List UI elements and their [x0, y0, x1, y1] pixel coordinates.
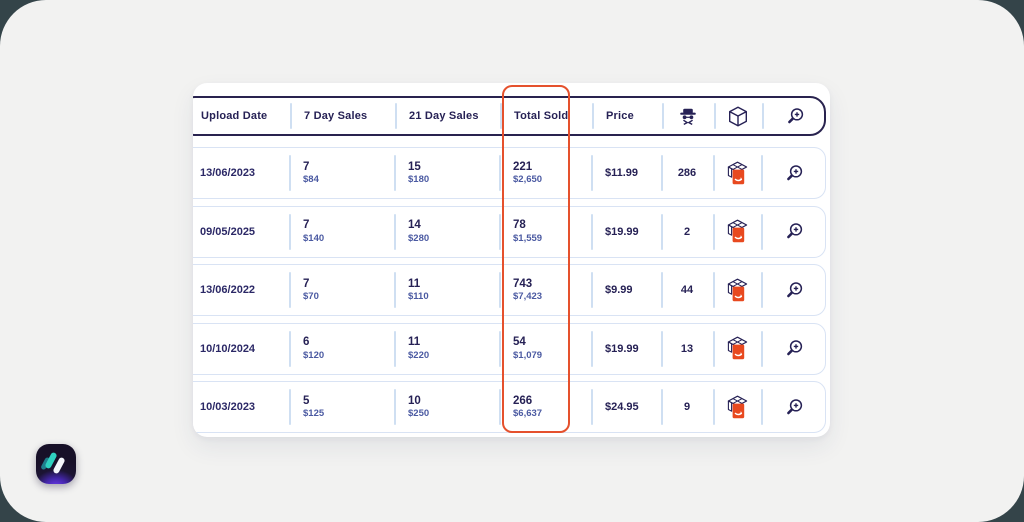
twenty-one-day-sales-count: 15 — [408, 160, 421, 173]
twenty-one-day-sales-revenue: $180 — [408, 174, 430, 186]
stock-count-cell: 44 — [680, 284, 694, 296]
column-header-21-day-sales: 21 Day Sales — [409, 110, 479, 122]
seven-day-sales-count: 5 — [303, 394, 310, 407]
price-cell: $11.99 — [605, 167, 639, 179]
twenty-one-day-sales-revenue: $220 — [408, 349, 430, 361]
table-row: 13/06/2022 7 $70 11 $110 743 $7,423 $9.9… — [193, 264, 826, 316]
zoom-in-icon[interactable] — [785, 339, 804, 358]
total-sold-revenue: $7,423 — [513, 291, 543, 303]
total-sold-revenue: $1,559 — [513, 232, 543, 244]
seven-day-sales-revenue: $125 — [303, 408, 325, 420]
twenty-one-day-sales-count: 11 — [408, 277, 421, 290]
column-header-7-day-sales: 7 Day Sales — [304, 110, 368, 122]
seven-day-sales-count: 7 — [303, 160, 310, 173]
column-header-total-sold: Total Sold — [514, 110, 569, 122]
seven-day-sales-count: 6 — [303, 336, 310, 349]
stock-count-cell: 286 — [677, 167, 697, 179]
twenty-one-day-sales-count: 11 — [408, 336, 421, 349]
table-rows: 13/06/2023 7 $84 15 $180 221 $2,650 $11.… — [193, 147, 830, 433]
price-cell: $19.99 — [605, 225, 639, 238]
amazon-box-icon[interactable] — [726, 219, 749, 244]
products-table-card: Upload Date 7 Day Sales 21 Day Sales Tot… — [193, 83, 830, 437]
column-header-price: Price — [606, 110, 634, 122]
upload-date-cell: 13/06/2023 — [200, 167, 256, 179]
total-sold-count: 78 — [513, 219, 526, 232]
total-sold-revenue: $1,079 — [513, 349, 543, 361]
price-cell: $9.99 — [605, 284, 633, 296]
upload-date-cell: 10/03/2023 — [200, 401, 256, 413]
total-sold-count: 743 — [513, 277, 533, 290]
total-sold-count: 54 — [513, 336, 526, 349]
stock-count-cell: 2 — [683, 225, 691, 238]
upload-date-cell: 09/05/2025 — [200, 225, 256, 238]
cube-icon — [728, 106, 748, 127]
price-cell: $24.95 — [605, 401, 639, 413]
table-row: 10/10/2024 6 $120 11 $220 54 $1,079 $19.… — [193, 322, 826, 375]
seven-day-sales-revenue: $70 — [303, 291, 319, 303]
seven-day-sales-revenue: $84 — [303, 174, 319, 186]
amazon-box-icon[interactable] — [726, 336, 749, 361]
table-row: 10/03/2023 5 $125 10 $250 266 $6,637 $24… — [193, 381, 826, 433]
price-cell: $19.99 — [605, 342, 639, 355]
app-logo — [36, 444, 76, 484]
twenty-one-day-sales-count: 10 — [408, 394, 421, 407]
zoom-in-icon[interactable] — [785, 222, 804, 241]
stock-count-cell: 9 — [683, 401, 691, 413]
seven-day-sales-revenue: $120 — [303, 349, 325, 361]
amazon-box-icon[interactable] — [726, 395, 749, 420]
upload-date-cell: 10/10/2024 — [200, 342, 256, 355]
table-row: 09/05/2025 7 $140 14 $280 78 $1,559 $19.… — [193, 205, 826, 258]
amazon-box-icon[interactable] — [726, 161, 749, 186]
zoom-in-icon[interactable] — [785, 281, 804, 300]
twenty-one-day-sales-count: 14 — [408, 219, 421, 232]
zoom-in-icon[interactable] — [785, 164, 804, 183]
seven-day-sales-count: 7 — [303, 219, 310, 232]
table-header-row: Upload Date 7 Day Sales 21 Day Sales Tot… — [193, 96, 826, 136]
total-sold-revenue: $2,650 — [513, 174, 543, 186]
amazon-box-icon[interactable] — [726, 278, 749, 303]
twenty-one-day-sales-revenue: $280 — [408, 232, 430, 244]
total-sold-count: 221 — [513, 160, 533, 173]
total-sold-revenue: $6,637 — [513, 408, 543, 420]
zoom-in-icon[interactable] — [785, 398, 804, 417]
table-row: 13/06/2023 7 $84 15 $180 221 $2,650 $11.… — [193, 147, 826, 199]
seven-day-sales-count: 7 — [303, 277, 310, 290]
seven-day-sales-revenue: $140 — [303, 232, 325, 244]
zoom-icon — [786, 107, 805, 126]
upload-date-cell: 13/06/2022 — [200, 284, 256, 296]
spy-icon — [678, 108, 698, 125]
column-header-upload-date: Upload Date — [201, 110, 268, 122]
stock-count-cell: 13 — [680, 342, 694, 355]
total-sold-count: 266 — [513, 394, 533, 407]
twenty-one-day-sales-revenue: $110 — [408, 291, 429, 303]
twenty-one-day-sales-revenue: $250 — [408, 408, 430, 420]
